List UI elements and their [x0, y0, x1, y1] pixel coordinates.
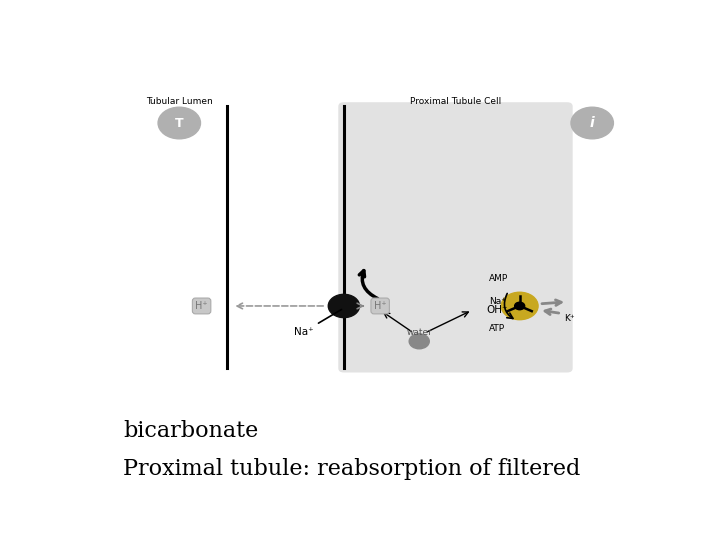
Text: K⁺: K⁺ — [564, 314, 575, 323]
Text: bicarbonate: bicarbonate — [124, 420, 258, 442]
Text: T: T — [175, 117, 184, 130]
Text: Na⁺: Na⁺ — [294, 309, 341, 337]
Text: Proximal Tubule Cell: Proximal Tubule Cell — [410, 97, 501, 106]
Text: water: water — [406, 328, 432, 336]
Circle shape — [515, 302, 525, 310]
FancyBboxPatch shape — [338, 102, 572, 373]
Text: AMP: AMP — [489, 274, 508, 284]
Text: i: i — [590, 116, 595, 130]
Text: H⁺: H⁺ — [374, 301, 387, 311]
Text: Proximal tubule: reabsorption of filtered: Proximal tubule: reabsorption of filtere… — [124, 458, 581, 480]
Circle shape — [409, 334, 429, 349]
Text: Tubular Lumen: Tubular Lumen — [146, 97, 212, 106]
Circle shape — [328, 294, 359, 318]
Text: Na⁺: Na⁺ — [489, 298, 506, 306]
Circle shape — [571, 107, 613, 139]
Text: OH⁻: OH⁻ — [486, 305, 508, 315]
Text: ATP: ATP — [489, 325, 505, 333]
Text: H⁺: H⁺ — [195, 301, 208, 311]
Circle shape — [158, 107, 200, 139]
Circle shape — [501, 292, 538, 320]
